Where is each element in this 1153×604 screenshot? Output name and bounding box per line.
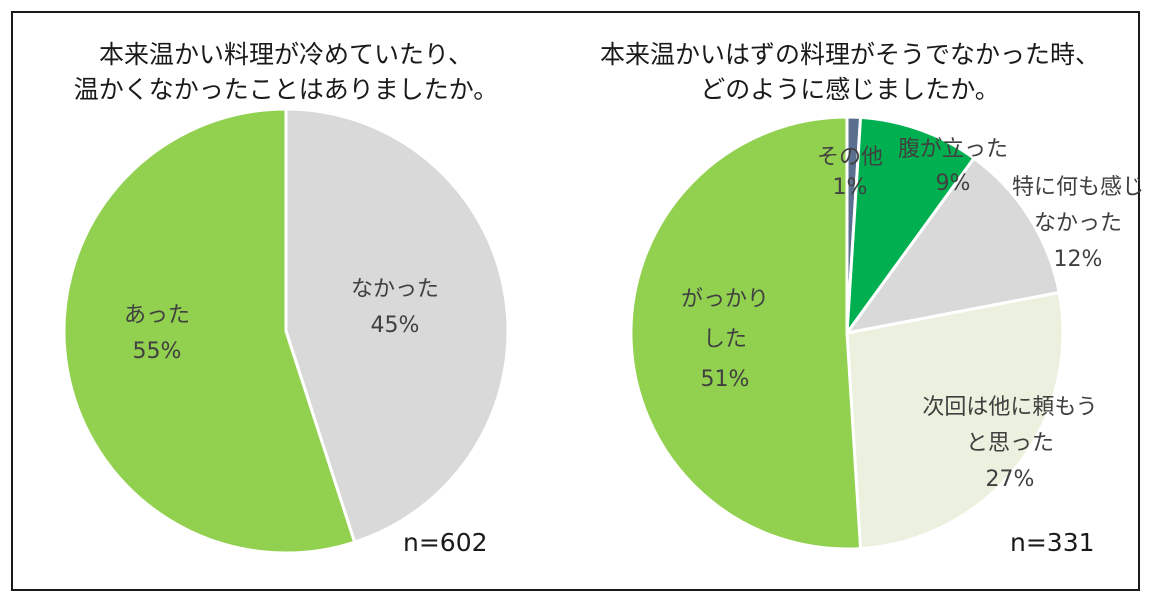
pie-chart-1: 本来温かい料理が冷めていたり、 温かくなかったことはありましたか。 なかった 45… <box>62 40 510 557</box>
chart-2-title-line-1: 本来温かいはずの料理がそうでなかった時、 <box>600 40 1100 69</box>
chart-2-slice-2-label-1: 腹が立った <box>898 137 1008 162</box>
chart-2-slice-4 <box>845 291 1065 551</box>
chart-1-slice-2-label-1: あった <box>124 303 190 328</box>
chart-2-slice-5 <box>629 115 863 551</box>
chart-1-slice-1 <box>284 107 510 544</box>
chart-2-slice-3-label-1: 特に何も感じ <box>1012 175 1144 200</box>
chart-2-slice-1-percent: 1% <box>833 175 868 200</box>
chart-1-title-line-2: 温かくなかったことはありましたか。 <box>74 75 499 104</box>
chart-2-slice-3-percent: 12% <box>1054 247 1103 272</box>
chart-frame <box>11 11 1140 591</box>
chart-2-slice-3-label-2: なかった <box>1034 211 1122 236</box>
chart-2-slice-5-percent: 51% <box>701 367 750 392</box>
chart-2-slice-4-label-1: 次回は他に頼もう <box>922 395 1097 420</box>
chart-1-slice-1-label-1: なかった <box>351 277 439 302</box>
chart-1-labels: なかった 45% あった 55% <box>124 277 439 364</box>
chart-2-sample-size: n=331 <box>1010 528 1095 557</box>
chart-1-slice-1-percent: 45% <box>371 313 420 338</box>
chart-2-slice-4-percent: 27% <box>986 467 1035 492</box>
chart-2-title-line-2: どのように感じましたか。 <box>700 75 1000 104</box>
chart-1-title-line-1: 本来温かい料理が冷めていたり、 <box>99 40 473 69</box>
chart-2-slice-4-label-2: と思った <box>966 431 1054 456</box>
chart-2-slice-5-label-1: がっかり <box>681 287 769 312</box>
chart-2-slice-5-label-2: した <box>703 327 747 352</box>
chart-2-slice-1-label-1: その他 <box>817 145 883 170</box>
pie-chart-2: 本来温かいはずの料理がそうでなかった時、 どのように感じましたか。 その他 1% 腹… <box>600 40 1144 557</box>
chart-2-slice-2-percent: 9% <box>936 171 971 196</box>
chart-1-sample-size: n=602 <box>403 528 488 557</box>
chart-1-slice-2 <box>62 107 357 555</box>
chart-1-slice-2-percent: 55% <box>133 339 182 364</box>
chart-2-slices <box>629 115 1065 551</box>
chart-2-slice-2 <box>845 115 976 335</box>
chart-1-slices <box>62 107 510 555</box>
chart-2-slice-3 <box>845 156 1061 335</box>
